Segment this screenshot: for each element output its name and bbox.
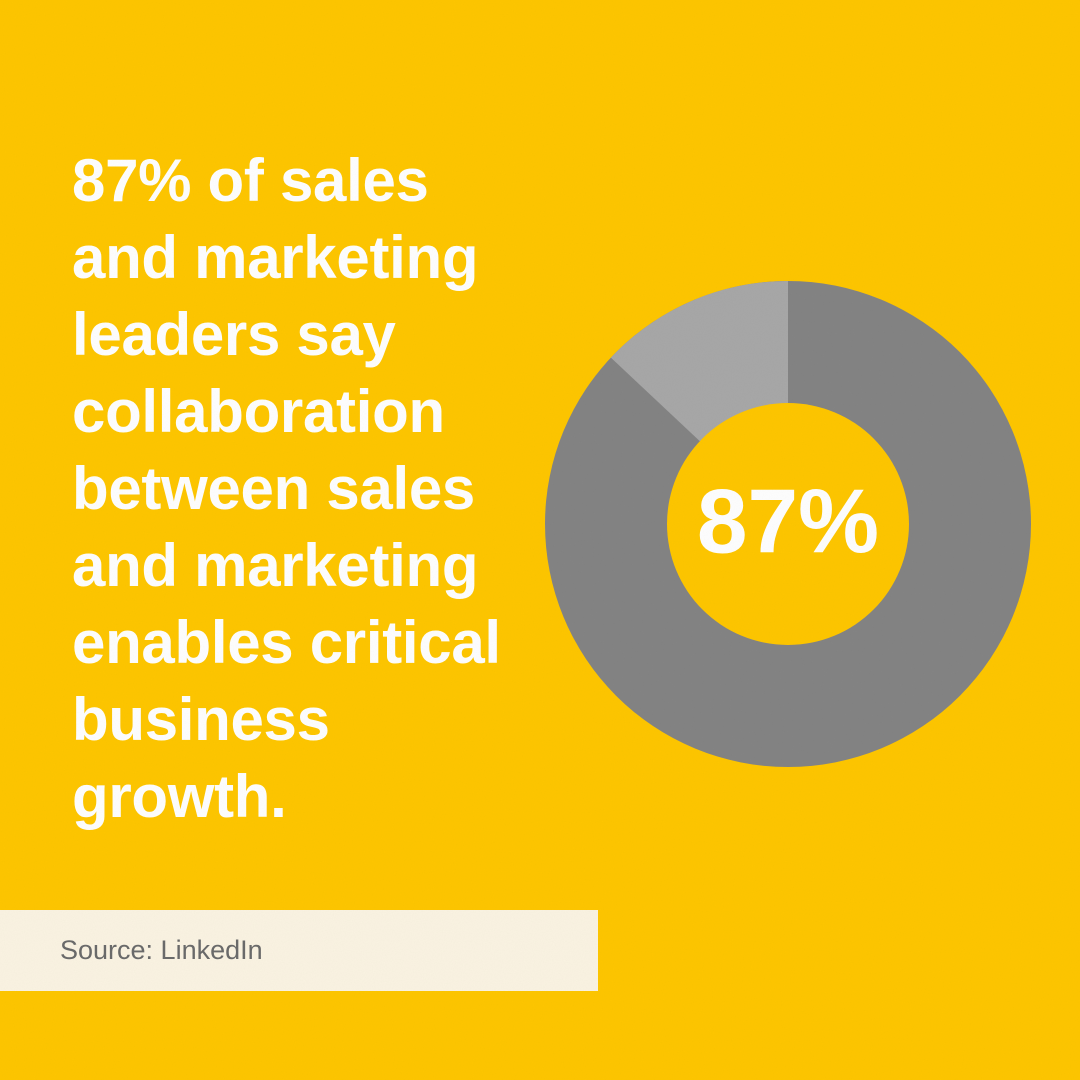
svg-text:87%: 87% bbox=[697, 472, 879, 573]
